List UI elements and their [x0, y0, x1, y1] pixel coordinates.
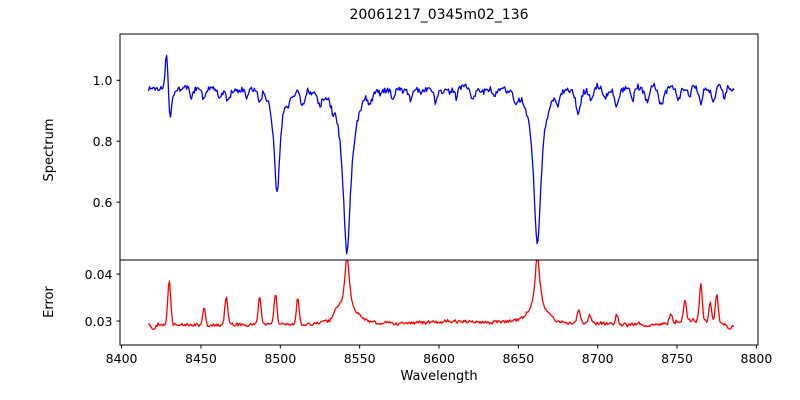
error-y-tick-label: 0.03: [84, 313, 113, 329]
x-tick-label: 8600: [423, 350, 455, 366]
error-y-tick-label: 0.04: [84, 266, 113, 282]
error-line: [148, 260, 735, 330]
chart-title: 20061217_0345m02_136: [349, 7, 529, 23]
x-tick-label: 8700: [581, 350, 614, 366]
spectrum-y-tick-label: 0.8: [92, 133, 113, 149]
x-tick-label: 8500: [264, 350, 297, 366]
x-tick-label: 8650: [502, 350, 535, 366]
x-tick-label: 8800: [740, 350, 773, 366]
x-tick-label: 8450: [185, 350, 217, 366]
x-tick-label: 8750: [661, 350, 693, 366]
spectrum-y-tick-label: 1.0: [92, 72, 113, 88]
spectrum-y-tick-label: 0.6: [92, 194, 113, 210]
spectrum-y-axis-label: Spectrum: [42, 118, 57, 182]
x-tick-label: 8400: [105, 350, 138, 366]
error-panel-border: [119, 259, 759, 346]
error-y-axis-label: Error: [42, 286, 57, 318]
x-axis-label: Wavelength: [400, 369, 478, 384]
x-tick-label: 8550: [343, 350, 376, 366]
spectrum-panel-border: [119, 33, 759, 261]
spectrum-line: [147, 54, 735, 255]
